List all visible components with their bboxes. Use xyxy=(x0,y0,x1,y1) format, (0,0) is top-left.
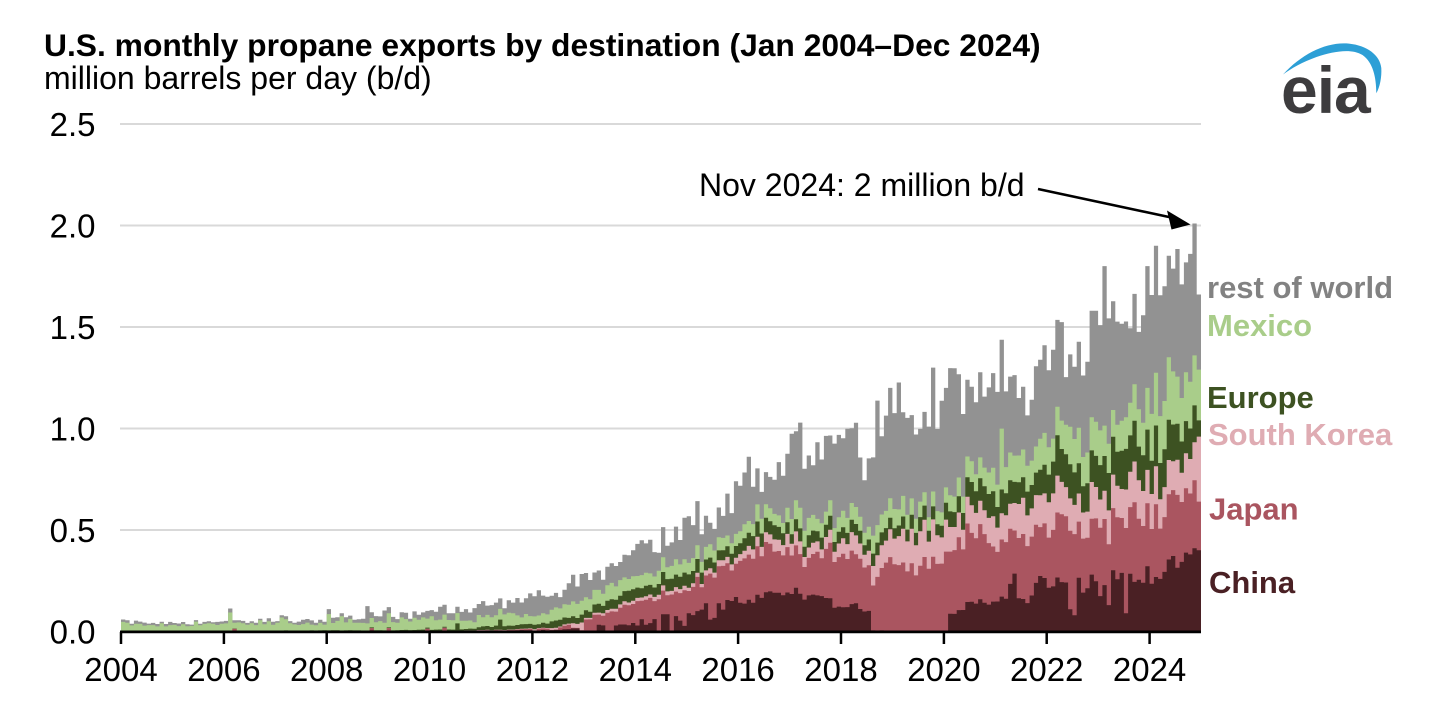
svg-text:1.0: 1.0 xyxy=(50,410,96,447)
svg-text:0.5: 0.5 xyxy=(50,512,96,549)
svg-text:2010: 2010 xyxy=(393,651,466,688)
svg-text:China: China xyxy=(1209,565,1296,600)
svg-text:2006: 2006 xyxy=(187,651,260,688)
svg-text:2004: 2004 xyxy=(84,651,157,688)
svg-text:Japan: Japan xyxy=(1209,492,1299,527)
svg-text:U.S. monthly propane exports b: U.S. monthly propane exports by destinat… xyxy=(44,27,1041,63)
svg-text:2008: 2008 xyxy=(290,651,363,688)
svg-text:2014: 2014 xyxy=(599,651,672,688)
svg-text:2024: 2024 xyxy=(1113,651,1186,688)
svg-text:Europe: Europe xyxy=(1207,380,1314,415)
svg-text:2018: 2018 xyxy=(804,651,877,688)
svg-text:2012: 2012 xyxy=(496,651,569,688)
svg-text:2022: 2022 xyxy=(1010,651,1083,688)
svg-text:0.0: 0.0 xyxy=(50,613,96,650)
svg-text:South Korea: South Korea xyxy=(1208,417,1393,452)
svg-text:million barrels per day (b/d): million barrels per day (b/d) xyxy=(44,60,432,96)
svg-text:2016: 2016 xyxy=(701,651,774,688)
svg-text:2.0: 2.0 xyxy=(50,207,96,244)
svg-text:2020: 2020 xyxy=(907,651,980,688)
svg-text:eia: eia xyxy=(1281,53,1372,127)
svg-text:Mexico: Mexico xyxy=(1207,308,1312,343)
svg-text:rest of world: rest of world xyxy=(1207,270,1393,305)
svg-text:2.5: 2.5 xyxy=(50,106,96,143)
svg-text:Nov 2024: 2 million b/d: Nov 2024: 2 million b/d xyxy=(699,167,1025,203)
svg-text:1.5: 1.5 xyxy=(50,309,96,346)
